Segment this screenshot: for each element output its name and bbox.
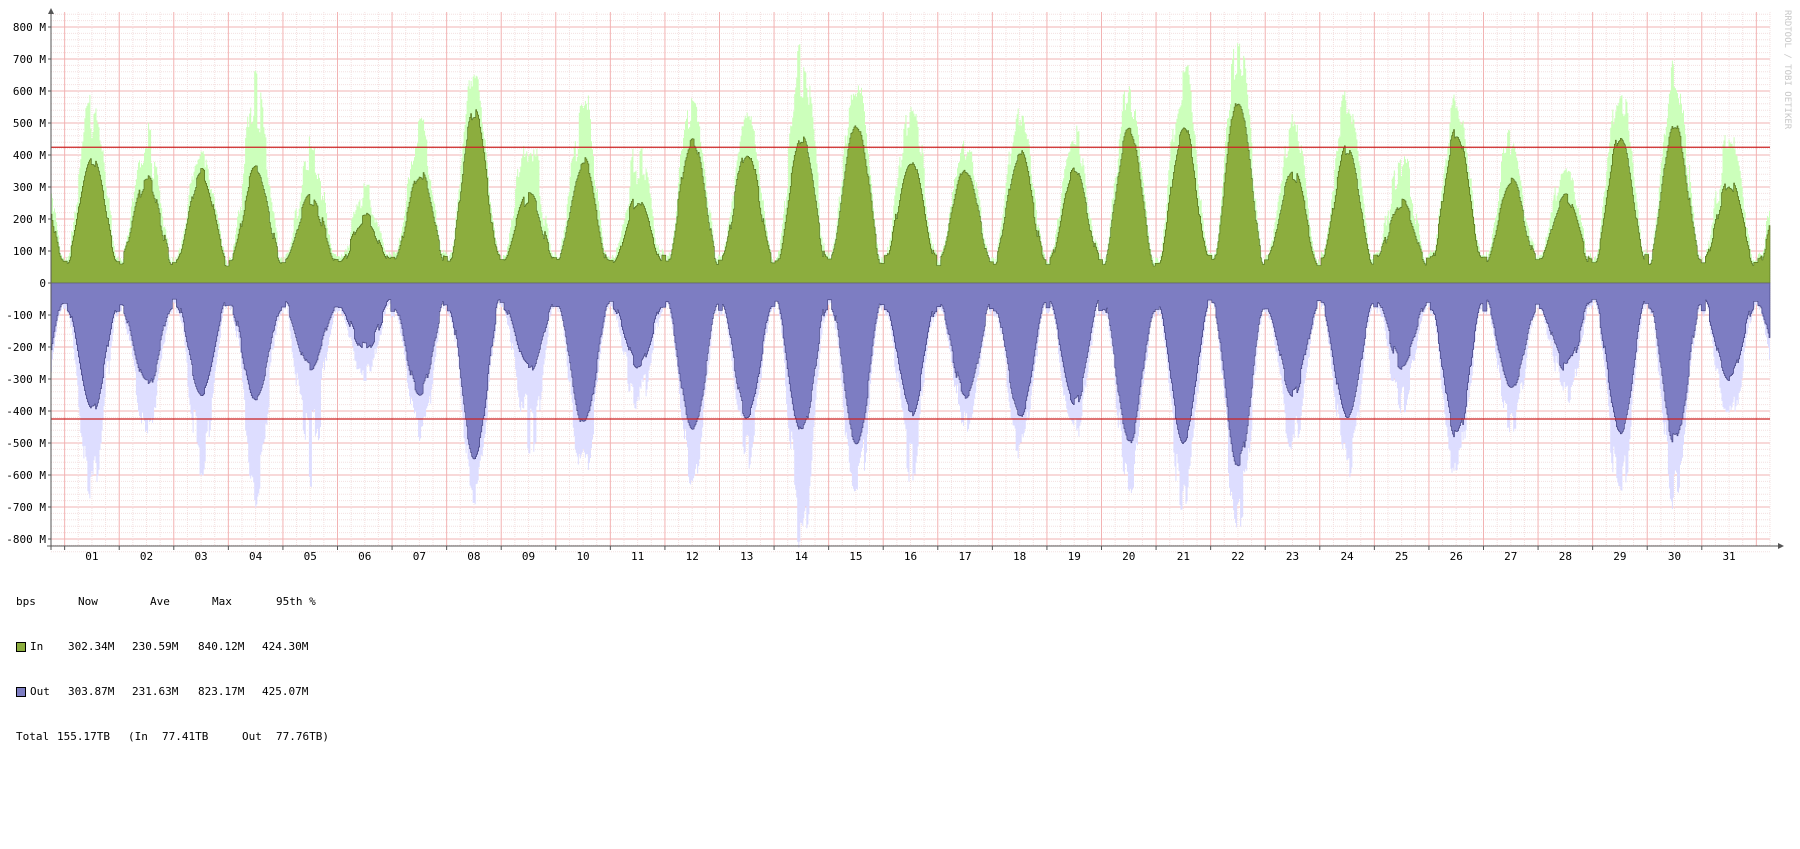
x-tick-label: 23 bbox=[1286, 550, 1299, 560]
y-tick-label: -500 M bbox=[6, 437, 46, 450]
percentile-lines bbox=[51, 146, 1770, 420]
y-axis-arrow bbox=[48, 8, 54, 14]
x-tick-label: 24 bbox=[1340, 550, 1354, 560]
x-tick-label: 19 bbox=[1068, 550, 1081, 560]
x-tick-label: 05 bbox=[304, 550, 317, 560]
legend-in-p95: 424.30M bbox=[262, 640, 309, 653]
legend-in-max: 840.12M bbox=[198, 640, 245, 653]
legend-total-value: 155.17TB bbox=[57, 730, 110, 743]
x-tick-label: 07 bbox=[413, 550, 426, 560]
legend-label-out: Out bbox=[30, 685, 50, 698]
y-tick-label: 300 M bbox=[13, 181, 46, 194]
legend-swatch-in bbox=[16, 642, 26, 652]
legend-total-label: Total bbox=[16, 730, 50, 743]
out-avg-area bbox=[50, 282, 1771, 467]
y-tick-label: 700 M bbox=[13, 53, 46, 66]
watermark: RRDTOOL / TOBI OETIKER bbox=[1782, 10, 1792, 130]
x-tick-label: 08 bbox=[467, 550, 480, 560]
axes bbox=[47, 8, 1784, 550]
x-tick-label: 04 bbox=[249, 550, 263, 560]
x-tick-label: 06 bbox=[358, 550, 371, 560]
x-tick-label: 01 bbox=[85, 550, 98, 560]
y-tick-label: -400 M bbox=[6, 405, 46, 418]
x-tick-label: 29 bbox=[1613, 550, 1626, 560]
x-tick-label: 09 bbox=[522, 550, 535, 560]
x-tick-label: 17 bbox=[958, 550, 971, 560]
legend-total-out-value: 77.76TB) bbox=[276, 730, 329, 743]
legend-total-in-text: (In bbox=[128, 730, 148, 743]
y-tick-label: 800 M bbox=[13, 21, 46, 34]
y-tick-label: -200 M bbox=[6, 341, 46, 354]
x-tick-label: 13 bbox=[740, 550, 753, 560]
y-tick-label: 0 bbox=[39, 277, 46, 290]
legend-header: bps Now Ave Max 95th % bbox=[16, 594, 316, 609]
x-tick-label: 27 bbox=[1504, 550, 1517, 560]
traffic-areas bbox=[50, 43, 1771, 548]
legend-col-now: Now bbox=[78, 595, 98, 608]
legend-out-now: 303.87M bbox=[68, 685, 115, 698]
x-tick-label: 02 bbox=[140, 550, 153, 560]
traffic-graph: 800 M 700 M 600 M 500 M 400 M 300 M 200 M 100 M… bbox=[6, 8, 1792, 560]
x-tick-label: 30 bbox=[1668, 550, 1681, 560]
legend-label-in: In bbox=[30, 640, 44, 653]
legend-out-max: 823.17M bbox=[198, 685, 245, 698]
legend-row-out: Out 303.87M 231.63M 823.17M 425.07M bbox=[16, 684, 308, 699]
y-tick-label: -800 M bbox=[6, 533, 46, 546]
y-tick-label: 200 M bbox=[13, 213, 46, 226]
y-tick-labels: 800 M 700 M 600 M 500 M 400 M 300 M 200 M 100 M… bbox=[6, 21, 51, 546]
legend-col-p95: 95th % bbox=[276, 595, 316, 608]
legend-row-in: In 302.34M 230.59M 840.12M 424.30M bbox=[16, 639, 308, 654]
legend: bps Now Ave Max 95th % In 302.34M 230.59… bbox=[16, 564, 329, 759]
legend-total-in-value: 77.41TB bbox=[162, 730, 209, 743]
x-tick-label: 10 bbox=[576, 550, 589, 560]
y-tick-label: 600 M bbox=[13, 85, 46, 98]
legend-out-ave: 231.63M bbox=[132, 685, 179, 698]
y-tick-label: -700 M bbox=[6, 501, 46, 514]
x-tick-label: 14 bbox=[795, 550, 809, 560]
x-tick-label: 31 bbox=[1722, 550, 1735, 560]
x-tick-label: 22 bbox=[1231, 550, 1244, 560]
x-tick-label: 15 bbox=[849, 550, 862, 560]
y-tick-label: -300 M bbox=[6, 373, 46, 386]
x-tick-labels: 01 02 03 04 05 06 07 08 09 10 11 12 13 14 15 16 17 18 19 20… bbox=[64, 546, 1736, 560]
x-tick-label: 03 bbox=[194, 550, 207, 560]
y-tick-label: -600 M bbox=[6, 469, 46, 482]
y-tick-label: 500 M bbox=[13, 117, 46, 130]
x-axis-arrow bbox=[1778, 543, 1784, 549]
x-tick-label: 28 bbox=[1559, 550, 1572, 560]
x-tick-label: 12 bbox=[686, 550, 699, 560]
x-tick-label: 25 bbox=[1395, 550, 1408, 560]
legend-total-out-text: Out bbox=[242, 730, 262, 743]
x-tick-label: 21 bbox=[1177, 550, 1190, 560]
x-tick-label: 26 bbox=[1450, 550, 1463, 560]
legend-row-total: Total 155.17TB (In 77.41TB Out 77.76TB) bbox=[16, 729, 329, 744]
y-tick-label: 100 M bbox=[13, 245, 46, 258]
legend-unit: bps bbox=[16, 595, 36, 608]
x-tick-label: 18 bbox=[1013, 550, 1026, 560]
legend-swatch-out bbox=[16, 687, 26, 697]
legend-col-max: Max bbox=[212, 595, 232, 608]
x-tick-label: 11 bbox=[631, 550, 644, 560]
legend-out-p95: 425.07M bbox=[262, 685, 309, 698]
in-avg-area bbox=[50, 103, 1771, 284]
y-tick-label: -100 M bbox=[6, 309, 46, 322]
legend-in-ave: 230.59M bbox=[132, 640, 179, 653]
x-tick-label: 16 bbox=[904, 550, 917, 560]
y-tick-label: 400 M bbox=[13, 149, 46, 162]
legend-col-ave: Ave bbox=[150, 595, 170, 608]
legend-in-now: 302.34M bbox=[68, 640, 115, 653]
x-tick-label: 20 bbox=[1122, 550, 1135, 560]
